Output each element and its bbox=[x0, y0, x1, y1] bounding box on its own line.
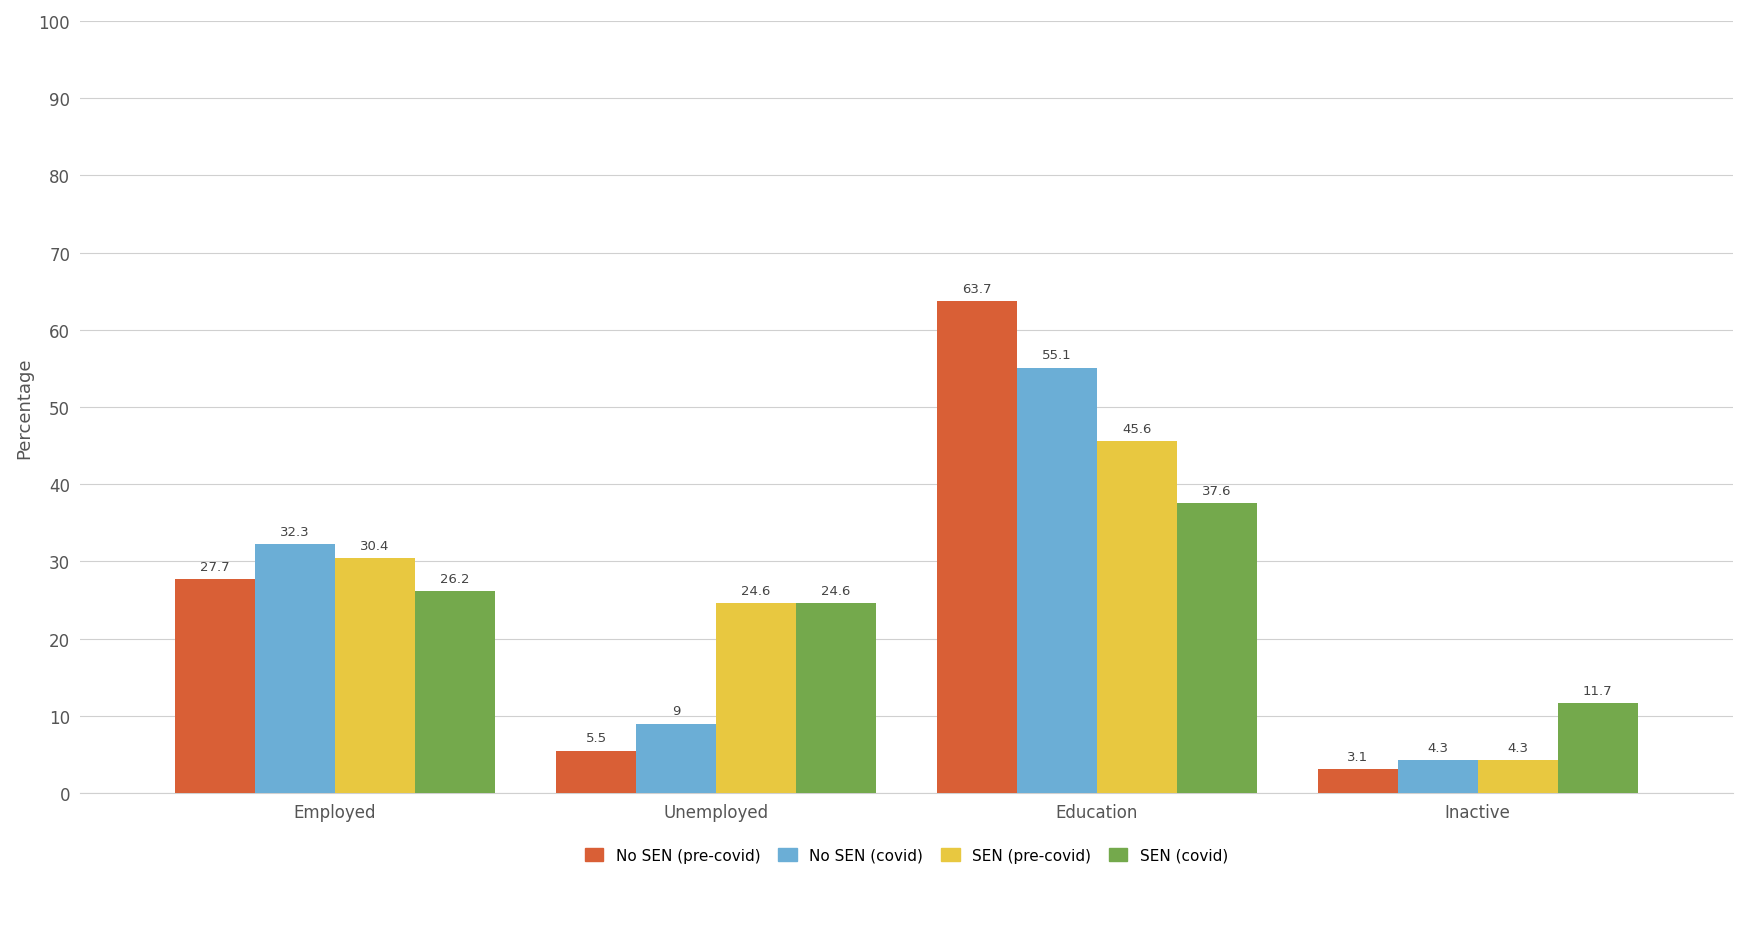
Bar bbox=[1398, 760, 1477, 793]
Bar bbox=[1557, 703, 1638, 793]
Bar bbox=[1098, 442, 1176, 793]
Y-axis label: Percentage: Percentage bbox=[16, 357, 33, 459]
Text: 4.3: 4.3 bbox=[1428, 741, 1449, 753]
Text: 30.4: 30.4 bbox=[360, 539, 390, 552]
Text: 32.3: 32.3 bbox=[280, 525, 309, 538]
Bar bbox=[175, 579, 255, 793]
Bar bbox=[717, 604, 795, 793]
Text: 55.1: 55.1 bbox=[1042, 349, 1072, 362]
Bar bbox=[795, 604, 876, 793]
Legend: No SEN (pre-covid), No SEN (covid), SEN (pre-covid), SEN (covid): No SEN (pre-covid), No SEN (covid), SEN … bbox=[577, 841, 1236, 870]
Text: 11.7: 11.7 bbox=[1584, 684, 1613, 696]
Bar bbox=[556, 751, 636, 793]
Bar bbox=[336, 559, 414, 793]
Text: 24.6: 24.6 bbox=[822, 584, 851, 597]
Text: 26.2: 26.2 bbox=[440, 572, 470, 585]
Text: 24.6: 24.6 bbox=[741, 584, 771, 597]
Text: 27.7: 27.7 bbox=[201, 561, 231, 574]
Text: 5.5: 5.5 bbox=[586, 732, 607, 745]
Bar bbox=[636, 724, 717, 793]
Bar bbox=[1017, 368, 1098, 793]
Text: 4.3: 4.3 bbox=[1507, 741, 1528, 753]
Bar bbox=[255, 544, 336, 793]
Bar bbox=[937, 302, 1017, 793]
Text: 3.1: 3.1 bbox=[1348, 750, 1369, 763]
Bar bbox=[414, 592, 495, 793]
Bar bbox=[1477, 760, 1557, 793]
Text: 37.6: 37.6 bbox=[1203, 484, 1232, 497]
Bar bbox=[1318, 769, 1398, 793]
Text: 9: 9 bbox=[671, 705, 680, 718]
Text: 63.7: 63.7 bbox=[961, 283, 991, 296]
Text: 45.6: 45.6 bbox=[1122, 422, 1152, 435]
Bar bbox=[1176, 504, 1257, 793]
